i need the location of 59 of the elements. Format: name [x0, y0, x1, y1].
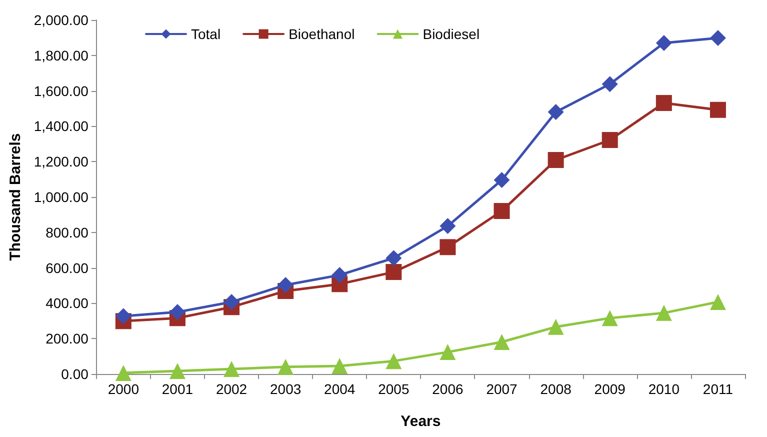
point [548, 152, 564, 168]
point [494, 172, 510, 188]
x-axis-title: Years [400, 413, 441, 430]
x-tick-label: 2005 [378, 381, 410, 397]
point [224, 294, 240, 310]
point [115, 364, 132, 381]
point [332, 358, 348, 374]
point [710, 30, 726, 46]
point [548, 104, 564, 120]
x-tick-label: 2006 [432, 381, 464, 397]
legend-label: Biodiesel [422, 26, 480, 42]
point [386, 264, 402, 280]
point [224, 361, 240, 378]
x-tick-label: 2003 [270, 381, 302, 397]
point [278, 276, 294, 293]
y-tick-label: 400.00 [46, 295, 89, 312]
y-tick-label: 0.00 [61, 366, 89, 382]
point [710, 102, 726, 118]
point [602, 76, 618, 92]
x-tick-label: 2010 [648, 381, 680, 397]
point [332, 267, 348, 284]
y-tick-label: 1,600.00 [34, 82, 89, 99]
point [548, 318, 564, 335]
point [440, 218, 456, 234]
point [656, 95, 672, 112]
point [386, 250, 402, 266]
point [602, 132, 618, 148]
point [169, 362, 186, 379]
x-tick-label: 2009 [594, 381, 626, 397]
y-tick-label: 2,000.00 [34, 12, 89, 28]
y-tick-label: 1,800.00 [34, 47, 89, 64]
x-tick-label: 2008 [540, 381, 572, 397]
point [656, 35, 672, 52]
legend-label: Total [191, 26, 221, 42]
point [494, 334, 510, 350]
legend-label: Bioethanol [288, 26, 355, 42]
y-tick-label: 600.00 [46, 260, 89, 276]
x-tick-label: 2002 [216, 381, 248, 397]
x-tick-label: 2004 [324, 381, 356, 397]
x-tick-label: 2000 [108, 381, 140, 397]
y-tick-label: 1,200.00 [34, 154, 89, 170]
point [115, 308, 132, 324]
y-tick-label: 800.00 [46, 224, 89, 240]
x-tick-label: 2007 [486, 381, 518, 397]
point [710, 294, 726, 310]
x-tick-label: 2001 [162, 381, 194, 397]
point [440, 344, 456, 360]
y-tick-label: 200.00 [46, 330, 89, 347]
point [656, 304, 672, 321]
y-axis-title: Thousand Barrels [7, 133, 24, 261]
point [602, 310, 618, 326]
point [278, 358, 294, 375]
x-tick-label: 2011 [702, 381, 734, 397]
point [169, 304, 186, 320]
point [494, 202, 510, 219]
y-tick-label: 1,400.00 [34, 118, 89, 134]
point [386, 353, 402, 370]
point [440, 239, 456, 256]
y-tick-label: 1,000.00 [34, 189, 89, 205]
